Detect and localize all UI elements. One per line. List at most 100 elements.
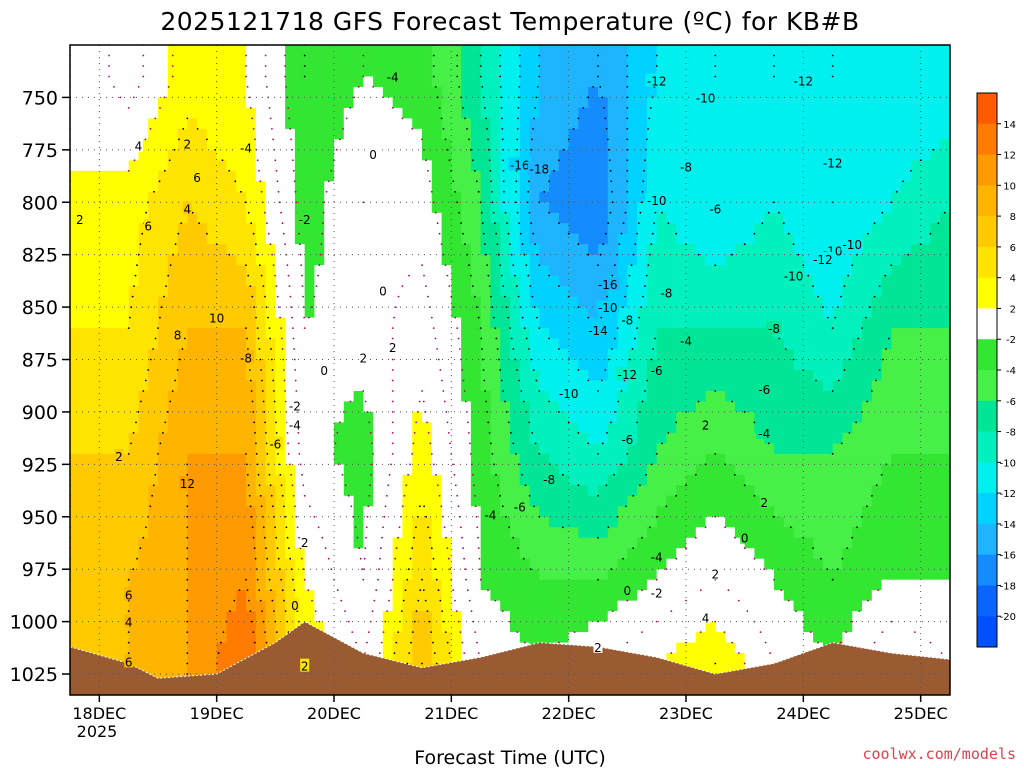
field-cell bbox=[343, 558, 355, 570]
field-cell bbox=[646, 611, 658, 623]
field-cell bbox=[343, 45, 355, 57]
field-cell bbox=[158, 370, 169, 382]
field-cell bbox=[294, 390, 306, 403]
field-cell bbox=[519, 181, 531, 193]
field-cell bbox=[578, 212, 589, 224]
field-cell bbox=[490, 370, 501, 382]
field-cell bbox=[148, 579, 159, 591]
field-cell bbox=[246, 338, 257, 350]
field-cell bbox=[822, 265, 834, 277]
field-cell bbox=[197, 380, 208, 392]
field-cell bbox=[246, 537, 257, 549]
field-cell bbox=[412, 223, 423, 235]
field-cell bbox=[627, 579, 638, 591]
field-cell bbox=[363, 45, 374, 57]
field-cell bbox=[744, 527, 756, 539]
field-cell bbox=[187, 244, 198, 256]
field-cell bbox=[461, 265, 472, 277]
field-cell bbox=[500, 55, 511, 67]
field-cell bbox=[822, 86, 834, 99]
field-cell bbox=[607, 202, 619, 214]
field-cell bbox=[138, 118, 149, 130]
field-cell bbox=[441, 65, 452, 78]
field-cell bbox=[412, 45, 423, 57]
field-cell bbox=[363, 474, 374, 486]
field-cell bbox=[265, 611, 276, 623]
field-cell bbox=[549, 55, 560, 67]
field-cell bbox=[813, 76, 824, 88]
field-cell bbox=[402, 548, 413, 560]
field-cell bbox=[695, 202, 707, 214]
field-cell bbox=[588, 191, 599, 203]
field-cell bbox=[334, 453, 345, 465]
field-cell bbox=[265, 464, 276, 476]
field-cell bbox=[177, 307, 188, 319]
field-cell bbox=[363, 411, 374, 424]
field-cell bbox=[109, 233, 120, 245]
field-cell bbox=[686, 579, 697, 591]
field-cell bbox=[255, 495, 267, 507]
field-cell bbox=[109, 411, 120, 424]
field-cell bbox=[510, 370, 521, 382]
field-cell bbox=[79, 359, 91, 371]
field-cell bbox=[695, 474, 707, 486]
field-cell bbox=[734, 443, 746, 455]
field-cell bbox=[118, 569, 130, 581]
field-cell bbox=[324, 558, 335, 570]
field-cell bbox=[549, 632, 560, 644]
field-cell bbox=[109, 107, 120, 119]
field-cell bbox=[206, 653, 218, 665]
field-cell bbox=[177, 139, 188, 151]
field-cell bbox=[353, 527, 364, 539]
field-cell bbox=[216, 537, 228, 549]
field-cell bbox=[813, 464, 824, 476]
field-cell bbox=[686, 443, 697, 455]
field-cell bbox=[686, 474, 697, 486]
field-cell bbox=[822, 422, 834, 434]
field-cell bbox=[304, 244, 316, 256]
field-cell bbox=[656, 453, 668, 465]
field-cell bbox=[382, 642, 394, 654]
field-cell bbox=[607, 370, 619, 382]
field-cell bbox=[558, 328, 570, 340]
field-cell bbox=[852, 65, 863, 78]
field-cell bbox=[744, 495, 756, 507]
field-cell bbox=[500, 328, 511, 340]
field-cell bbox=[764, 506, 775, 518]
field-cell bbox=[627, 149, 638, 161]
field-cell bbox=[627, 621, 638, 633]
field-cell bbox=[412, 191, 423, 203]
field-cell bbox=[607, 359, 619, 371]
field-cell bbox=[79, 307, 91, 319]
field-cell bbox=[412, 621, 423, 633]
field-cell bbox=[549, 401, 560, 413]
field-cell bbox=[226, 569, 237, 581]
field-cell bbox=[382, 537, 394, 549]
field-cell bbox=[128, 212, 140, 224]
field-cell bbox=[412, 181, 423, 193]
field-cell bbox=[686, 86, 697, 99]
field-cell bbox=[343, 401, 355, 413]
field-cell bbox=[206, 181, 218, 193]
field-cell bbox=[666, 600, 677, 612]
field-cell bbox=[461, 202, 472, 214]
field-cell bbox=[637, 359, 648, 371]
field-cell bbox=[431, 97, 443, 109]
field-cell bbox=[294, 485, 306, 497]
field-cell bbox=[568, 453, 580, 465]
field-cell bbox=[167, 170, 179, 182]
field-cell bbox=[490, 265, 501, 277]
field-cell bbox=[695, 453, 707, 465]
field-cell bbox=[441, 139, 452, 151]
field-cell bbox=[363, 191, 374, 203]
field-cell bbox=[470, 411, 482, 424]
field-cell bbox=[568, 233, 580, 245]
field-cell bbox=[294, 191, 306, 203]
field-cell bbox=[392, 506, 404, 518]
field-cell bbox=[353, 558, 364, 570]
field-cell bbox=[363, 286, 374, 298]
field-cell bbox=[568, 328, 580, 340]
field-cell bbox=[236, 65, 247, 78]
field-cell bbox=[607, 97, 619, 109]
field-cell bbox=[118, 380, 130, 392]
